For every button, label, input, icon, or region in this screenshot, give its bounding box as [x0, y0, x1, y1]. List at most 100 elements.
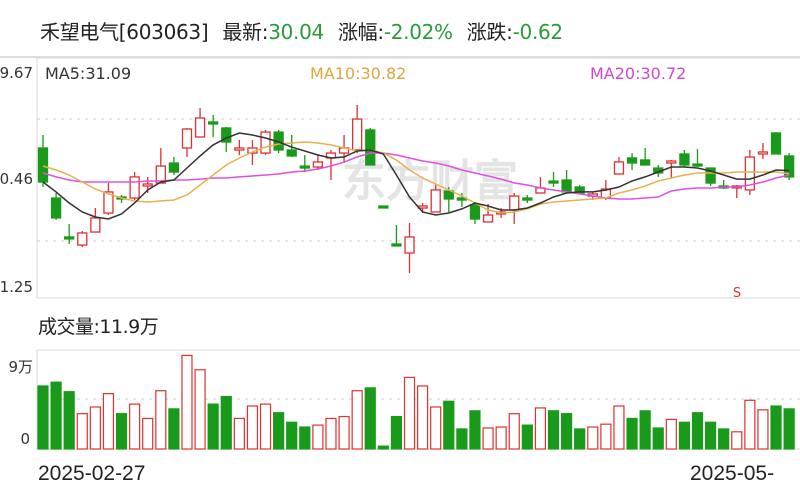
candle-body: [286, 149, 297, 157]
price-panel-frame: [36, 57, 800, 299]
candle: [168, 157, 180, 175]
volume-bar: [168, 408, 180, 450]
candle-body: [142, 183, 153, 187]
volume-bar: [246, 405, 259, 450]
candle: [613, 157, 625, 175]
volume-bar: [718, 428, 730, 450]
volume-bar: [233, 417, 245, 450]
volume-bar: [417, 385, 429, 450]
change-value: -0.62: [512, 20, 564, 44]
price-tick-mid: 30.46: [0, 170, 33, 188]
candle-body: [378, 205, 389, 209]
volume-bar: [273, 412, 285, 450]
candle: [548, 172, 559, 188]
candle-body: [312, 161, 324, 168]
ma20-label: MA20:30.72: [590, 64, 687, 83]
candle: [77, 230, 88, 248]
candle: [50, 193, 62, 220]
volume-tick-top: 9万: [8, 358, 33, 376]
date-tick-start: 2025-02-27: [38, 462, 145, 485]
volume-bar: [312, 424, 324, 450]
volume-bar: [770, 405, 782, 450]
date-tick-end: 2025-05-: [690, 462, 774, 485]
volume-bar: [678, 421, 691, 450]
candle: [692, 149, 703, 167]
candle-body: [613, 161, 625, 175]
volume-bar: [731, 431, 743, 450]
volume-bar: [521, 424, 533, 450]
candle: [482, 204, 494, 223]
candle: [234, 140, 245, 156]
candle-body: [639, 159, 651, 166]
change-pct-value: -2.02%: [383, 20, 453, 44]
candle-body: [783, 155, 795, 178]
volume-bar: [547, 410, 560, 450]
volume-bar: [194, 369, 206, 450]
candle-body: [744, 156, 756, 191]
candle-body: [221, 127, 232, 143]
volume-bar: [37, 385, 49, 450]
volume-bar: [76, 413, 88, 450]
candle: [299, 155, 310, 173]
volume-bar: [534, 407, 547, 450]
volume-bar: [560, 413, 573, 450]
candle-body: [574, 186, 585, 194]
candle: [64, 223, 75, 244]
candle: [430, 185, 441, 213]
ma10-label: MA10:30.82: [310, 64, 407, 83]
volume-bar: [600, 423, 612, 450]
volume-bar: [691, 412, 704, 450]
stock-name-code: 禾望电气[603063]: [40, 20, 209, 44]
candle-body: [234, 147, 245, 151]
volume-bar: [220, 395, 232, 450]
change-label: 涨跌:: [466, 20, 513, 44]
candle-body: [168, 162, 180, 173]
candles-group: [37, 104, 795, 274]
volume-bar: [652, 427, 664, 450]
volume-tick-zero: 0: [20, 430, 30, 448]
volume-bar: [469, 410, 481, 450]
stock-header: 禾望电气[603063] 最新:30.04 涨幅:-2.02% 涨跌:-0.62: [40, 16, 563, 45]
volume-bar: [390, 415, 403, 450]
candle: [37, 134, 49, 188]
candle-body: [404, 236, 415, 254]
candle: [404, 223, 415, 274]
candle-body: [194, 117, 206, 138]
candle-body: [626, 157, 638, 164]
candle: [194, 108, 206, 138]
volume-bar: [299, 426, 311, 450]
candle: [522, 194, 533, 203]
volume-bar: [63, 391, 75, 450]
candle-body: [90, 217, 101, 233]
volume-bar: [783, 408, 795, 450]
candle-body: [37, 147, 49, 183]
candle-body: [522, 197, 533, 201]
candle: [208, 114, 219, 137]
candle: [221, 127, 232, 152]
candle-body: [260, 131, 271, 154]
volume-bar: [482, 427, 494, 450]
volume-bar: [377, 445, 389, 450]
volume-bar: [129, 403, 141, 450]
volume-bar: [508, 413, 520, 450]
volume-bar: [574, 428, 586, 450]
candle-body: [155, 165, 166, 184]
volume-bar: [325, 417, 337, 450]
volume-bar: [115, 413, 128, 450]
candle-body: [509, 195, 520, 211]
volume-bar: [181, 354, 193, 450]
candle-body: [77, 232, 88, 246]
candle-body: [469, 204, 481, 220]
candle-body: [679, 153, 690, 166]
candle: [469, 202, 481, 224]
volume-bar: [443, 400, 455, 450]
volume-bar: [456, 428, 468, 450]
candle-body: [666, 160, 677, 164]
candle-body: [443, 190, 454, 200]
candle: [103, 183, 114, 216]
candle-body: [391, 243, 402, 247]
candle-body: [770, 132, 782, 155]
volume-bar: [665, 418, 677, 450]
candle-body: [208, 121, 219, 125]
